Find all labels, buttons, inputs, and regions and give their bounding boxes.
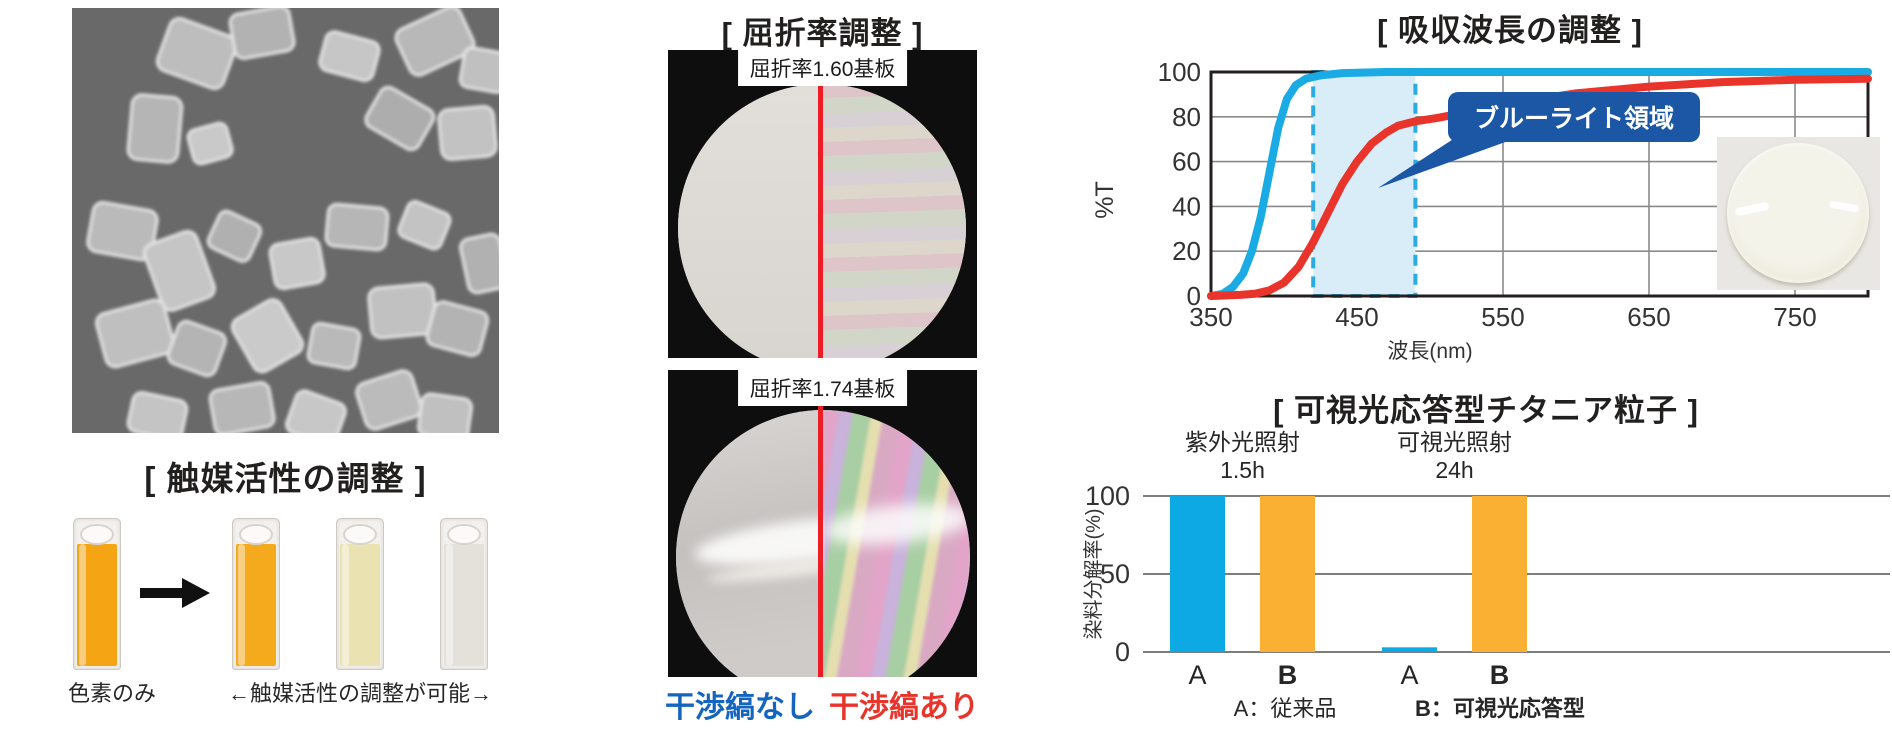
blue-light-band [1313,72,1416,296]
lens-1-74 [676,410,970,677]
x-tick-label: 650 [1627,302,1670,332]
callout-box [1448,92,1700,142]
blue-light-band-border [1311,70,1418,298]
lens-half-fringe [821,410,970,677]
lens-highlight [821,497,970,551]
lens-half-plain [678,84,822,358]
blue-curve [1207,68,1872,300]
x-tick-label: 350 [1189,302,1232,332]
bar-可視光照射-B [1472,496,1527,652]
y-tick-label: 100 [1158,57,1201,87]
divider-red-line [818,78,823,358]
bar-label: B [1490,660,1510,690]
sem-particles-art [72,8,499,433]
bar-紫外光照射-A [1170,496,1225,652]
bar-label: A [1188,660,1206,690]
cuvette-liquid [444,544,484,666]
inset-lens [1727,143,1869,283]
lens-photo-1-74: 屈折率1.74基板 [668,370,977,677]
group-duration: 1.5h [1220,457,1265,483]
lens-photo-inset [1717,137,1880,290]
red-curve [1207,74,1872,300]
y-tick-label: 100 [1085,481,1130,511]
divider-red-line [818,400,823,677]
refractive-panel-title: [ 屈折率調整 ] [721,16,924,51]
cuvette-high-activity [232,518,280,670]
x-tick-label: 550 [1481,302,1524,332]
titania-panel-title: [ 可視光応答型チタニア粒子 ] [1273,393,1699,428]
y-axis-label: 染料分解率(%) [1082,508,1105,639]
y-tick-label: 0 [1115,637,1130,667]
y-axis-label: %T [1091,181,1119,219]
substrate-1-74-label: 屈折率1.74基板 [737,370,908,406]
cuvette-gloss [238,544,245,666]
legend-a: A：従来品 [1234,696,1337,721]
cuvette-liquid [340,544,380,666]
x-tick-label: 450 [1335,302,1378,332]
y-tick-label: 40 [1172,191,1201,221]
substrate-1-60-label: 屈折率1.60基板 [737,50,908,86]
cuvette-mid-activity [336,518,384,670]
dye-only-label: 色素のみ [67,681,156,706]
cuvette-dye-only [73,518,121,670]
group-duration: 24h [1435,457,1473,483]
fringe-label: 干渉縞あり [829,691,979,724]
activity-range-label: ←触媒活性の調整が可能→ [227,681,492,706]
group-header: 紫外光照射 [1185,429,1300,455]
x-axis-label: 波長(nm) [1387,340,1472,363]
bar-紫外光照射-B [1260,496,1315,652]
y-tick-label: 80 [1172,102,1201,132]
lens-photo-1-60: 屈折率1.60基板 [668,50,977,358]
y-tick-label: 50 [1100,559,1130,589]
lens-half-plain [676,410,916,677]
x-tick-label: 750 [1773,302,1816,332]
lens-half-fringe [822,84,966,358]
y-tick-label: 0 [1187,281,1201,311]
legend-b: B：可視光応答型 [1415,696,1585,721]
callout-label: ブルーライト領域 [1474,104,1674,133]
cuvette-liquid [236,544,276,666]
cuvette-liquid [77,544,117,666]
cuvette-gloss [342,544,349,666]
bar-label: B [1278,660,1298,690]
y-tick-label: 60 [1172,147,1201,177]
cuvette-gloss [446,544,453,666]
bar-label: A [1400,660,1418,690]
group-header: 可視光照射 [1397,429,1512,455]
arrow-icon [140,578,210,608]
y-tick-label: 20 [1172,236,1201,266]
cuvette-opening [447,524,481,545]
absorption-panel-title: [ 吸収波長の調整 ] [1377,13,1643,48]
cuvette-low-activity [440,518,488,670]
cuvette-opening [80,524,114,545]
sem-micrograph [72,8,499,433]
no-fringe-label: 干渉縞なし [665,691,815,724]
cuvette-gloss [79,544,86,666]
callout-tail [1378,136,1522,188]
cuvette-opening [239,524,273,545]
absorption-spectra-chart: 0 20 40 60 80 100 350 450 550 650 750 %T 波長(nm) ブルーライ… [1091,57,1872,363]
bar-可視光照射-A [1382,647,1437,652]
lens-glint [1734,201,1770,217]
catalytic-panel-title: [ 触媒活性の調整 ] [144,460,427,497]
cuvette-opening [343,524,377,545]
lens-glint [1828,200,1860,213]
